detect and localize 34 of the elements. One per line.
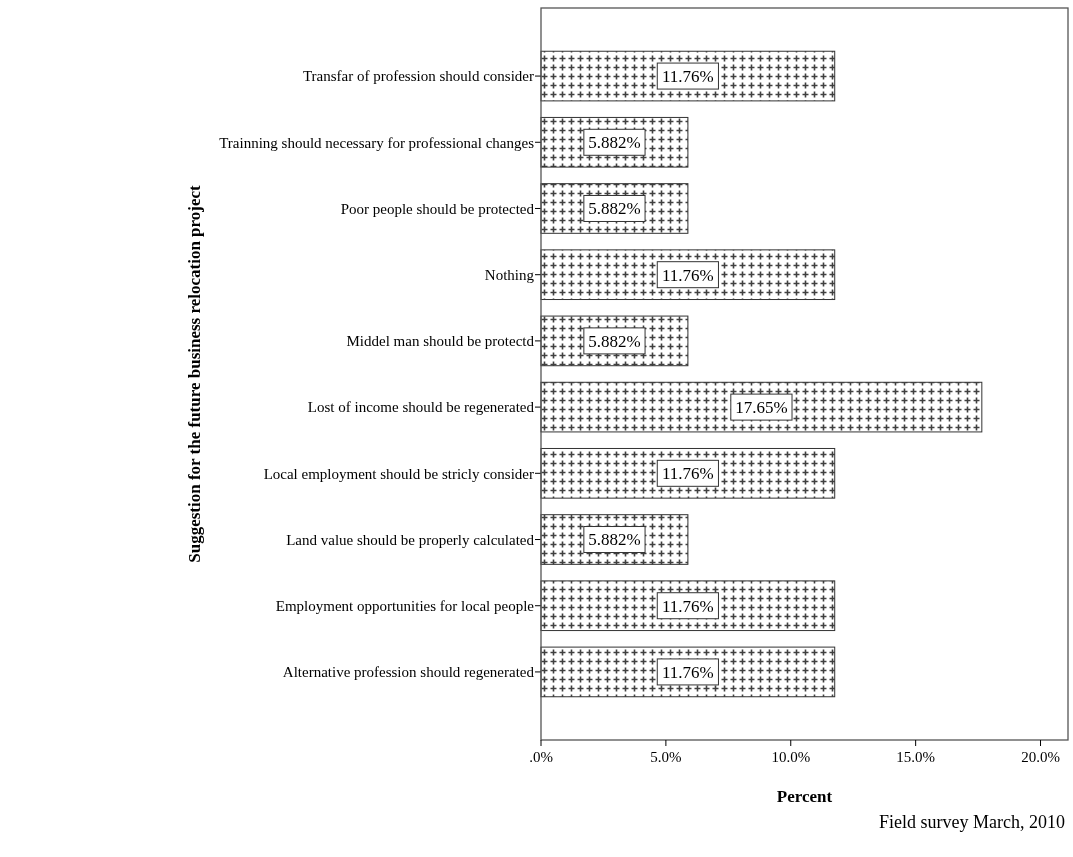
- y-tick-label: Middel man should be protectd: [346, 333, 535, 350]
- x-tick-label: 20.0%: [1021, 749, 1060, 765]
- data-label: 11.76%: [661, 596, 714, 616]
- bar: [540, 50, 836, 102]
- y-tick-label: Poor people should be protected: [340, 200, 535, 217]
- y-tick-label: Employment opportunities for local people: [275, 597, 535, 614]
- bar: [540, 249, 836, 301]
- y-tick-label: Alternative profession should regenerated: [282, 664, 535, 681]
- bar: [540, 447, 836, 499]
- x-axis-title: Percent: [776, 787, 833, 806]
- bar: [540, 646, 836, 698]
- data-label: 5.882%: [588, 530, 641, 550]
- bar: [540, 580, 836, 632]
- x-tick-label: 15.0%: [896, 749, 936, 765]
- data-label: 5.882%: [588, 133, 641, 153]
- bar: [540, 381, 983, 433]
- data-label: 11.76%: [661, 265, 714, 285]
- y-tick-label: Transfar of profession should consider: [302, 68, 534, 85]
- y-tick-label: Trainning should necessary for professional changes: [219, 134, 535, 151]
- y-tick-label: Lost of income should be regenerated: [307, 399, 535, 416]
- data-label: 11.76%: [661, 464, 714, 484]
- y-tick-label: Nothing: [484, 266, 535, 283]
- data-label: 17.65%: [735, 398, 788, 418]
- text: Field survey March, 2010: [879, 812, 1065, 832]
- y-tick-label: Land value should be properly calculated: [286, 531, 535, 548]
- data-label: 11.76%: [661, 662, 714, 682]
- data-label: 5.882%: [588, 199, 641, 219]
- data-label: 5.882%: [588, 331, 641, 351]
- y-tick-label: Local employment should be stricly consider: [263, 465, 534, 482]
- x-tick-label: 10.0%: [771, 749, 811, 765]
- x-tick-label: 5.0%: [650, 749, 682, 765]
- data-label: 11.76%: [661, 67, 714, 87]
- x-tick-label: .0%: [529, 749, 553, 765]
- y-axis-title: Suggestion for the future business relocation project: [185, 184, 204, 563]
